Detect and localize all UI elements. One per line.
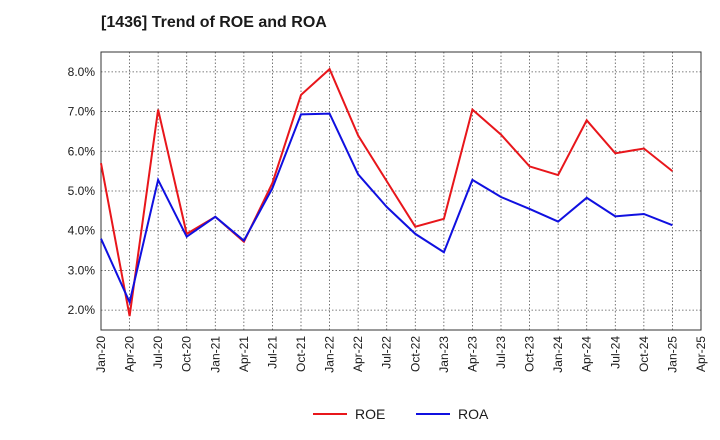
y-tick-label: 4.0% (68, 224, 96, 238)
y-tick-label: 3.0% (68, 263, 96, 277)
grid (100, 52, 702, 330)
y-tick-label: 8.0% (68, 65, 96, 79)
x-tick-label: Jan-20 (94, 336, 108, 373)
y-tick-label: 5.0% (68, 184, 96, 198)
axes: 2.0% 3.0% 4.0% 5.0% 6.0% 7.0% 8.0% Jan-20 Apr-20… (68, 51, 708, 373)
series-line-roe (100, 67, 674, 317)
x-tick-label: Oct-22 (408, 336, 422, 372)
x-tick-label: Apr-22 (351, 336, 365, 372)
y-tick-label: 6.0% (68, 144, 96, 158)
x-tick-label: Jul-23 (494, 336, 508, 369)
x-tick-label: Oct-24 (637, 336, 651, 372)
x-tick-label: Jan-21 (208, 336, 222, 373)
chart-title: [1436] Trend of ROE and ROA (101, 14, 327, 31)
y-tick-label: 2.0% (68, 303, 96, 317)
series-line-roa (100, 112, 673, 306)
x-tick-label: Oct-21 (294, 336, 308, 372)
x-tick-label: Jan-24 (551, 336, 565, 373)
x-tick-label: Jul-22 (380, 336, 394, 369)
x-tick-label: Jan-23 (437, 336, 451, 373)
x-tick-label: Jan-25 (665, 336, 679, 373)
plot-frame (100, 51, 702, 331)
x-tick-label: Jan-22 (323, 336, 337, 373)
y-tick-label: 7.0% (68, 105, 96, 119)
series-lines (100, 67, 674, 317)
x-tick-label: Jul-24 (608, 336, 622, 369)
x-tick-label: Apr-25 (694, 336, 708, 372)
x-tick-label: Apr-21 (237, 336, 251, 372)
x-tick-label: Apr-23 (465, 336, 479, 372)
x-tick-label: Apr-20 (123, 336, 137, 372)
x-tick-label: Oct-23 (523, 336, 537, 372)
x-tick-label: Jul-21 (265, 336, 279, 369)
x-tick-label: Apr-24 (580, 336, 594, 372)
legend: ROE ROA (313, 406, 489, 422)
x-tick-label: Jul-20 (151, 336, 165, 369)
x-tick-label: Oct-20 (180, 336, 194, 372)
legend-label-roe: ROE (355, 406, 385, 422)
legend-label-roa: ROA (458, 406, 489, 422)
